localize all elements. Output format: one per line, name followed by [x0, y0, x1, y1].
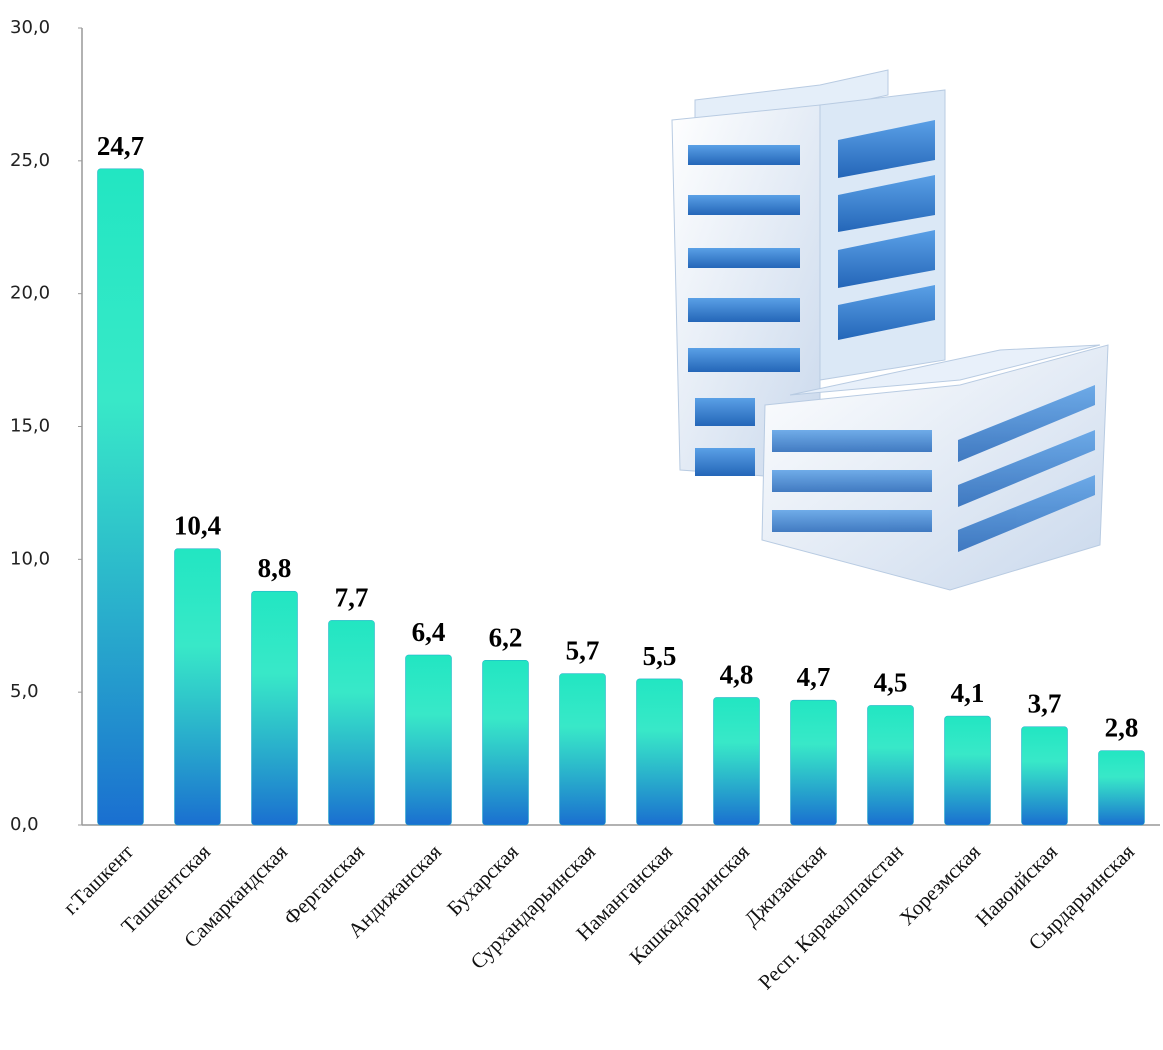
value-label: 2,8 — [1105, 713, 1139, 743]
bar — [328, 620, 375, 826]
y-tick-label: 5,0 — [10, 681, 39, 702]
y-tick-label: 30,0 — [10, 17, 50, 38]
bar — [867, 705, 914, 826]
bar — [713, 697, 760, 826]
value-label: 3,7 — [1028, 689, 1062, 719]
value-label: 24,7 — [97, 131, 144, 161]
y-tick-label: 0,0 — [10, 814, 39, 835]
y-tick-label: 10,0 — [10, 548, 50, 569]
bar — [405, 654, 452, 826]
x-tick-label: Бухарская — [442, 839, 523, 920]
x-tick-label: Респ. Каракалпакстан — [753, 840, 908, 995]
value-label: 8,8 — [258, 553, 292, 583]
bar — [251, 590, 298, 826]
bar — [790, 699, 837, 826]
bar — [174, 548, 221, 826]
x-tick-label: г.Ташкент — [58, 840, 138, 920]
value-label: 7,7 — [335, 582, 369, 612]
value-label: 6,4 — [412, 617, 446, 647]
value-label: 10,4 — [174, 511, 221, 541]
y-tick-label: 25,0 — [10, 150, 50, 171]
bar — [1098, 750, 1145, 826]
value-label: 5,7 — [566, 636, 600, 666]
bar — [1021, 726, 1068, 826]
value-label: 5,5 — [643, 641, 677, 671]
bar — [97, 168, 144, 826]
value-label: 4,7 — [797, 662, 831, 692]
bar — [636, 678, 683, 826]
bar — [944, 715, 991, 826]
y-tick-label: 20,0 — [10, 283, 50, 304]
building-illustration — [671, 69, 1109, 591]
bar — [559, 673, 606, 826]
y-tick-label: 15,0 — [10, 416, 50, 437]
bar — [482, 660, 529, 826]
value-label: 4,5 — [874, 667, 908, 697]
value-label: 4,1 — [951, 678, 985, 708]
value-label: 6,2 — [489, 622, 523, 652]
value-label: 4,8 — [720, 659, 754, 689]
